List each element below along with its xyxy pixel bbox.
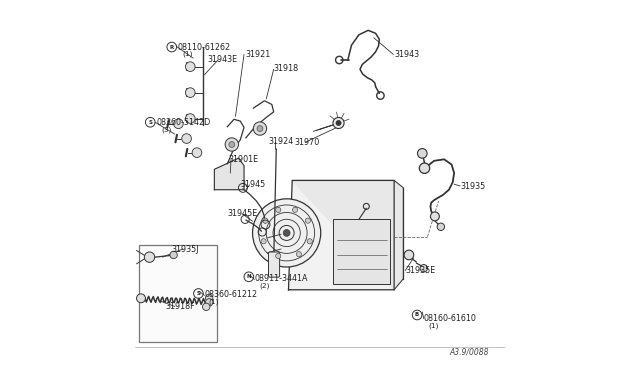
Circle shape	[186, 88, 195, 97]
Text: 31935J: 31935J	[172, 245, 199, 254]
Circle shape	[276, 207, 281, 212]
FancyBboxPatch shape	[269, 252, 280, 277]
Text: 31935: 31935	[461, 182, 486, 190]
Text: B: B	[415, 312, 419, 317]
Circle shape	[205, 299, 213, 306]
FancyBboxPatch shape	[139, 245, 217, 341]
Text: 31921: 31921	[245, 50, 270, 59]
Text: 31943: 31943	[394, 50, 419, 59]
Circle shape	[292, 207, 298, 212]
Text: (1): (1)	[209, 299, 220, 305]
Text: 31918F: 31918F	[165, 302, 195, 311]
Circle shape	[225, 138, 239, 151]
Text: (1): (1)	[429, 323, 439, 329]
Polygon shape	[214, 158, 244, 190]
Text: 31943E: 31943E	[207, 55, 237, 64]
Circle shape	[136, 294, 145, 303]
Text: 31935E: 31935E	[405, 266, 435, 275]
Circle shape	[296, 251, 301, 257]
Circle shape	[417, 148, 427, 158]
Text: 08360-5142D: 08360-5142D	[156, 118, 211, 127]
Text: 31945: 31945	[241, 180, 266, 189]
Circle shape	[145, 252, 155, 262]
Circle shape	[284, 230, 290, 236]
Circle shape	[170, 251, 177, 259]
Circle shape	[404, 250, 414, 260]
Circle shape	[253, 122, 267, 135]
Circle shape	[186, 62, 195, 71]
FancyBboxPatch shape	[333, 219, 390, 284]
Text: 31970: 31970	[295, 138, 320, 147]
Circle shape	[419, 163, 429, 173]
Circle shape	[202, 303, 210, 311]
Circle shape	[173, 119, 183, 129]
Polygon shape	[292, 180, 403, 290]
Circle shape	[192, 148, 202, 157]
Text: (2): (2)	[259, 283, 269, 289]
Text: (3): (3)	[161, 126, 172, 133]
Text: 31945E: 31945E	[227, 209, 257, 218]
Circle shape	[276, 253, 281, 259]
Text: 31924: 31924	[269, 137, 294, 146]
Circle shape	[307, 239, 312, 244]
Circle shape	[182, 134, 191, 143]
Circle shape	[437, 223, 445, 231]
Circle shape	[431, 212, 439, 221]
Text: 08160-61610: 08160-61610	[423, 314, 476, 323]
Text: (1): (1)	[182, 51, 193, 57]
Polygon shape	[289, 180, 394, 290]
Text: A3.9/0088: A3.9/0088	[449, 347, 488, 356]
Text: 31918: 31918	[274, 64, 299, 73]
Text: 08911-3441A: 08911-3441A	[254, 274, 308, 283]
Circle shape	[205, 294, 213, 302]
Circle shape	[253, 199, 321, 267]
Circle shape	[420, 264, 428, 272]
Circle shape	[261, 239, 266, 244]
Text: 08110-61262: 08110-61262	[177, 42, 230, 51]
Circle shape	[336, 121, 341, 126]
Circle shape	[186, 114, 195, 124]
Text: 08360-61212: 08360-61212	[204, 290, 257, 299]
Circle shape	[229, 141, 235, 147]
Text: S: S	[196, 291, 200, 296]
Text: N: N	[246, 274, 251, 279]
Circle shape	[263, 218, 268, 223]
Text: 31901E: 31901E	[228, 155, 258, 164]
Circle shape	[333, 118, 344, 129]
Circle shape	[257, 126, 263, 132]
Circle shape	[305, 218, 310, 223]
Text: S: S	[148, 120, 152, 125]
Text: R: R	[170, 45, 174, 49]
